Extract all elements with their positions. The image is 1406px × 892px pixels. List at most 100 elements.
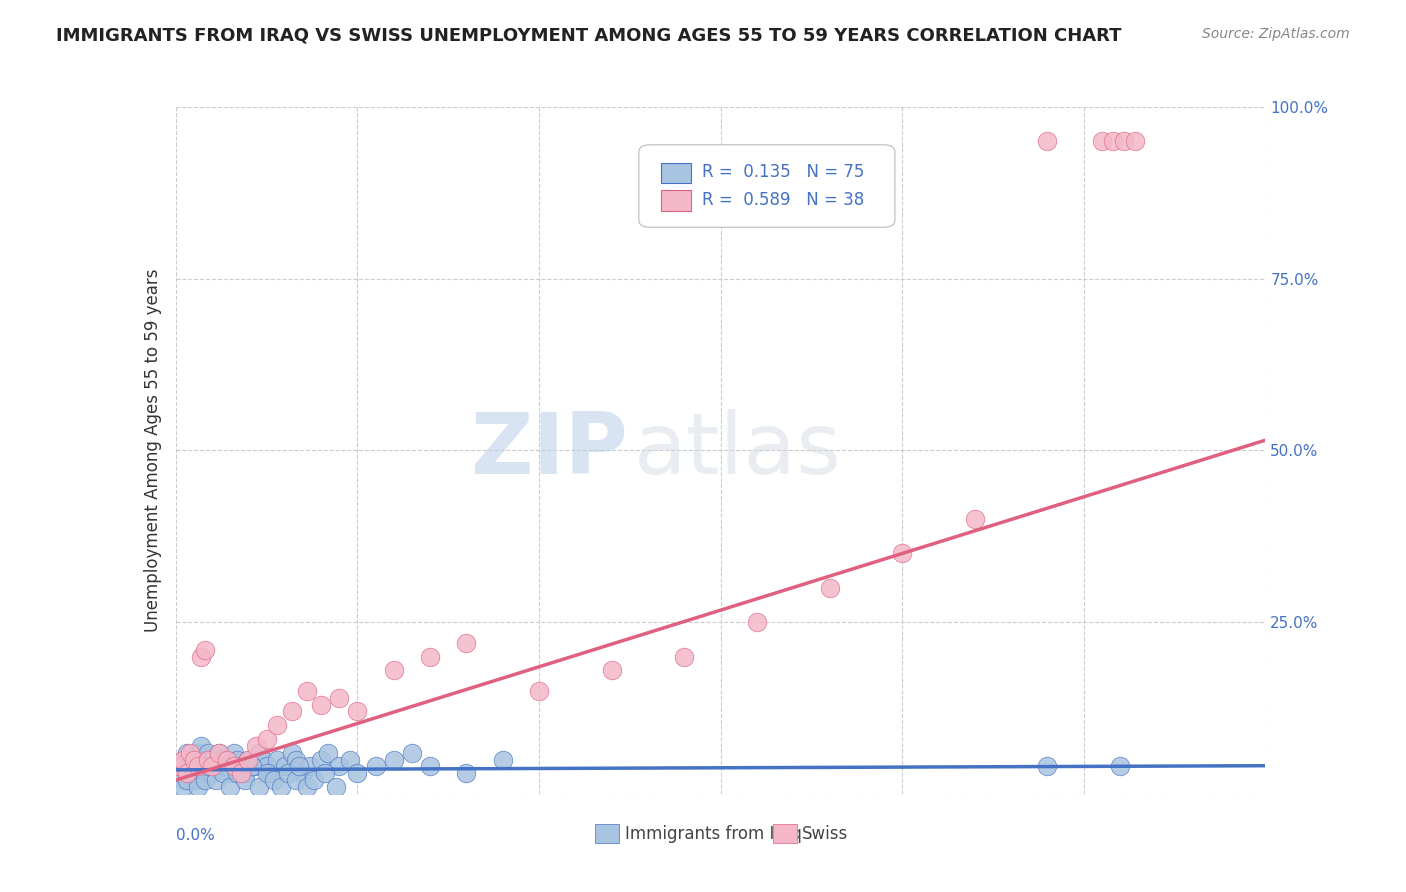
Point <box>818 581 841 595</box>
Point <box>270 780 292 794</box>
Point <box>176 746 198 760</box>
Point <box>204 759 226 773</box>
Point <box>274 759 297 773</box>
Point <box>197 746 219 760</box>
Point <box>419 759 441 773</box>
Point <box>183 773 205 788</box>
Point <box>172 753 194 767</box>
Point <box>328 759 350 773</box>
Point <box>1036 759 1059 773</box>
Point <box>1102 134 1125 148</box>
Point <box>295 683 318 698</box>
Point <box>219 766 242 780</box>
Point <box>299 759 322 773</box>
Point <box>247 780 270 794</box>
Point <box>1123 134 1146 148</box>
Point <box>169 759 191 773</box>
Point <box>219 780 242 794</box>
FancyBboxPatch shape <box>661 162 692 183</box>
Point <box>314 766 336 780</box>
Point <box>256 731 278 746</box>
Point <box>291 766 314 780</box>
Point <box>259 766 281 780</box>
Point <box>233 773 256 788</box>
Point <box>382 663 405 677</box>
Point <box>222 759 245 773</box>
Point <box>600 663 623 677</box>
Point <box>238 753 260 767</box>
Point <box>325 780 347 794</box>
Point <box>179 746 201 760</box>
Point <box>186 759 209 773</box>
Point <box>201 759 224 773</box>
Point <box>302 773 325 788</box>
Point <box>963 512 986 526</box>
FancyBboxPatch shape <box>773 824 797 843</box>
Point <box>179 759 201 773</box>
Point <box>194 759 217 773</box>
Point <box>745 615 768 630</box>
Point <box>231 766 253 780</box>
Point <box>1091 134 1114 148</box>
Point <box>194 773 217 788</box>
Point <box>176 766 198 780</box>
Point <box>208 746 231 760</box>
Point <box>309 698 332 712</box>
Point <box>263 773 285 788</box>
Point <box>284 753 307 767</box>
Point <box>186 759 209 773</box>
Point <box>364 759 387 773</box>
Point <box>215 759 238 773</box>
Point <box>194 642 217 657</box>
Point <box>226 753 249 767</box>
Point <box>190 739 212 753</box>
Point <box>401 746 423 760</box>
Point <box>186 746 209 760</box>
Point <box>172 780 194 794</box>
Point <box>226 766 249 780</box>
Text: R =  0.135   N = 75: R = 0.135 N = 75 <box>702 163 865 181</box>
Point <box>281 705 304 719</box>
Point <box>247 746 270 760</box>
Text: atlas: atlas <box>633 409 841 492</box>
Text: Source: ZipAtlas.com: Source: ZipAtlas.com <box>1202 27 1350 41</box>
Point <box>295 780 318 794</box>
Text: 0.0%: 0.0% <box>176 828 215 843</box>
Point <box>277 766 299 780</box>
Point <box>339 753 361 767</box>
Point <box>222 746 245 760</box>
Point <box>201 766 224 780</box>
Point <box>233 766 256 780</box>
Point <box>245 739 267 753</box>
Point <box>183 766 205 780</box>
Point <box>527 683 550 698</box>
Point <box>212 753 235 767</box>
Point <box>1112 134 1135 148</box>
Point <box>456 636 478 650</box>
Point <box>318 746 340 760</box>
FancyBboxPatch shape <box>661 190 692 211</box>
Point <box>183 753 205 767</box>
Point <box>212 766 235 780</box>
Point <box>176 766 198 780</box>
Text: ZIP: ZIP <box>470 409 628 492</box>
Point <box>281 746 304 760</box>
Point <box>172 753 194 767</box>
Point <box>309 753 332 767</box>
Point <box>256 759 278 773</box>
FancyBboxPatch shape <box>595 824 619 843</box>
Point <box>891 546 914 561</box>
Point <box>190 649 212 664</box>
Point <box>204 773 226 788</box>
Text: Swiss: Swiss <box>803 825 849 843</box>
Point <box>183 753 205 767</box>
Point <box>201 753 224 767</box>
Point <box>231 759 253 773</box>
Point <box>284 773 307 788</box>
Point <box>252 753 274 767</box>
Point <box>176 773 198 788</box>
Point <box>245 759 267 773</box>
FancyBboxPatch shape <box>638 145 896 227</box>
Point <box>208 746 231 760</box>
Point <box>288 759 311 773</box>
